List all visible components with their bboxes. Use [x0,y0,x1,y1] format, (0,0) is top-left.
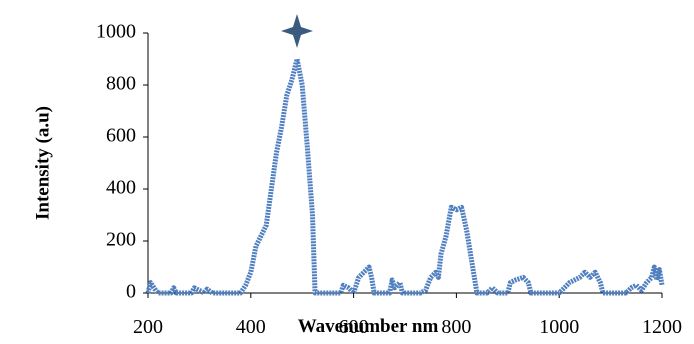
x-tick-label: 1000 [539,316,579,338]
x-axis-title: Wavenumber nm [298,316,439,337]
y-tick-label: 400 [106,177,136,199]
x-tick-label: 600 [339,316,369,338]
x-tick-label: 400 [236,316,266,338]
y-tick-label: 200 [106,229,136,251]
y-tick-label: 0 [126,281,136,303]
spectrum-line [145,56,665,296]
y-axis-title: Intensity (a.u) [32,106,53,220]
y-tick-label: 1000 [96,21,136,43]
x-tick-label: 1200 [642,316,682,338]
x-tick-label: 800 [441,316,471,338]
x-tick-label: 200 [133,316,163,338]
y-tick-label: 800 [106,73,136,95]
y-tick-label: 600 [106,125,136,147]
peak-marker [281,14,313,48]
